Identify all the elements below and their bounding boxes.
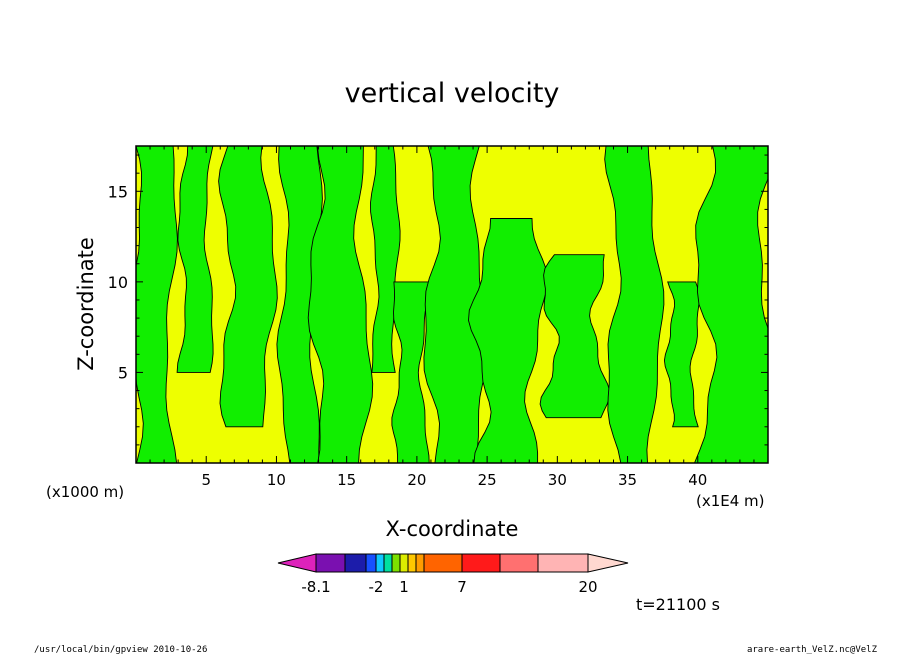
negative-region xyxy=(307,146,374,463)
colorbar-segment xyxy=(407,553,417,573)
plot-area xyxy=(135,145,769,464)
colorbar-label: 20 xyxy=(578,578,597,596)
colorbar-segment xyxy=(415,553,425,573)
x-tick-label: 30 xyxy=(548,471,567,489)
x-tick-label: 5 xyxy=(201,471,211,489)
footer-left: /usr/local/bin/gpview 2010-10-26 xyxy=(34,645,207,654)
negative-region xyxy=(423,146,491,463)
x-axis: 5 10 15 20 25 30 35 40 xyxy=(149,146,755,489)
colorbar-segment xyxy=(375,553,385,573)
colorbar-segment xyxy=(423,553,463,573)
x-tick-label: 20 xyxy=(407,471,426,489)
colorbar-arrow-right xyxy=(587,553,629,573)
colorbar-label: -2 xyxy=(369,578,384,596)
colorbar-segment xyxy=(499,553,539,573)
y-tick-label: 5 xyxy=(118,363,128,382)
negative-region xyxy=(218,146,278,428)
negative-region xyxy=(663,281,700,428)
colorbar-label: -8.1 xyxy=(301,578,330,596)
negative-region xyxy=(694,146,768,463)
chart-title: vertical velocity xyxy=(345,78,560,109)
x-axis-label: X-coordinate xyxy=(386,517,519,541)
negative-region xyxy=(539,254,611,419)
x-tick-label: 40 xyxy=(688,471,707,489)
colorbar-arrow-left xyxy=(277,553,317,573)
colorbar-segment xyxy=(461,553,501,573)
colorbar-segment xyxy=(344,553,367,573)
x-tick-label: 25 xyxy=(478,471,497,489)
colorbar-segment xyxy=(383,553,393,573)
x-tick-label: 35 xyxy=(618,471,637,489)
y-axis: 5 10 15 xyxy=(108,154,768,446)
negative-region xyxy=(176,146,214,373)
plot-frame xyxy=(135,145,769,464)
footer-right: arare-earth_VelZ.nc@VelZ xyxy=(747,645,878,654)
colorbar-segment xyxy=(315,553,346,573)
colorbar-segment xyxy=(399,553,409,573)
x-tick-label: 15 xyxy=(337,471,356,489)
colorbar-segment xyxy=(391,553,401,573)
y-axis-label: Z-coordinate xyxy=(74,237,98,371)
colorbar-label: 7 xyxy=(457,578,467,596)
negative-region xyxy=(136,146,178,463)
time-label: t=21100 s xyxy=(636,595,720,614)
x-unit-left: (x1000 m) xyxy=(46,483,124,501)
colorbar-label: 1 xyxy=(399,578,409,596)
x-unit-right: (x1E4 m) xyxy=(696,492,765,510)
colorbar: -8.1 -2 1 7 20 xyxy=(277,553,629,596)
y-tick-label: 10 xyxy=(108,273,128,292)
x-tick-label: 10 xyxy=(267,471,286,489)
y-tick-label: 15 xyxy=(108,182,128,201)
colorbar-segment xyxy=(537,553,589,573)
colorbar-segment xyxy=(365,553,377,573)
negative-region xyxy=(391,281,430,463)
negative-region xyxy=(370,146,401,373)
negative-region xyxy=(604,146,665,463)
